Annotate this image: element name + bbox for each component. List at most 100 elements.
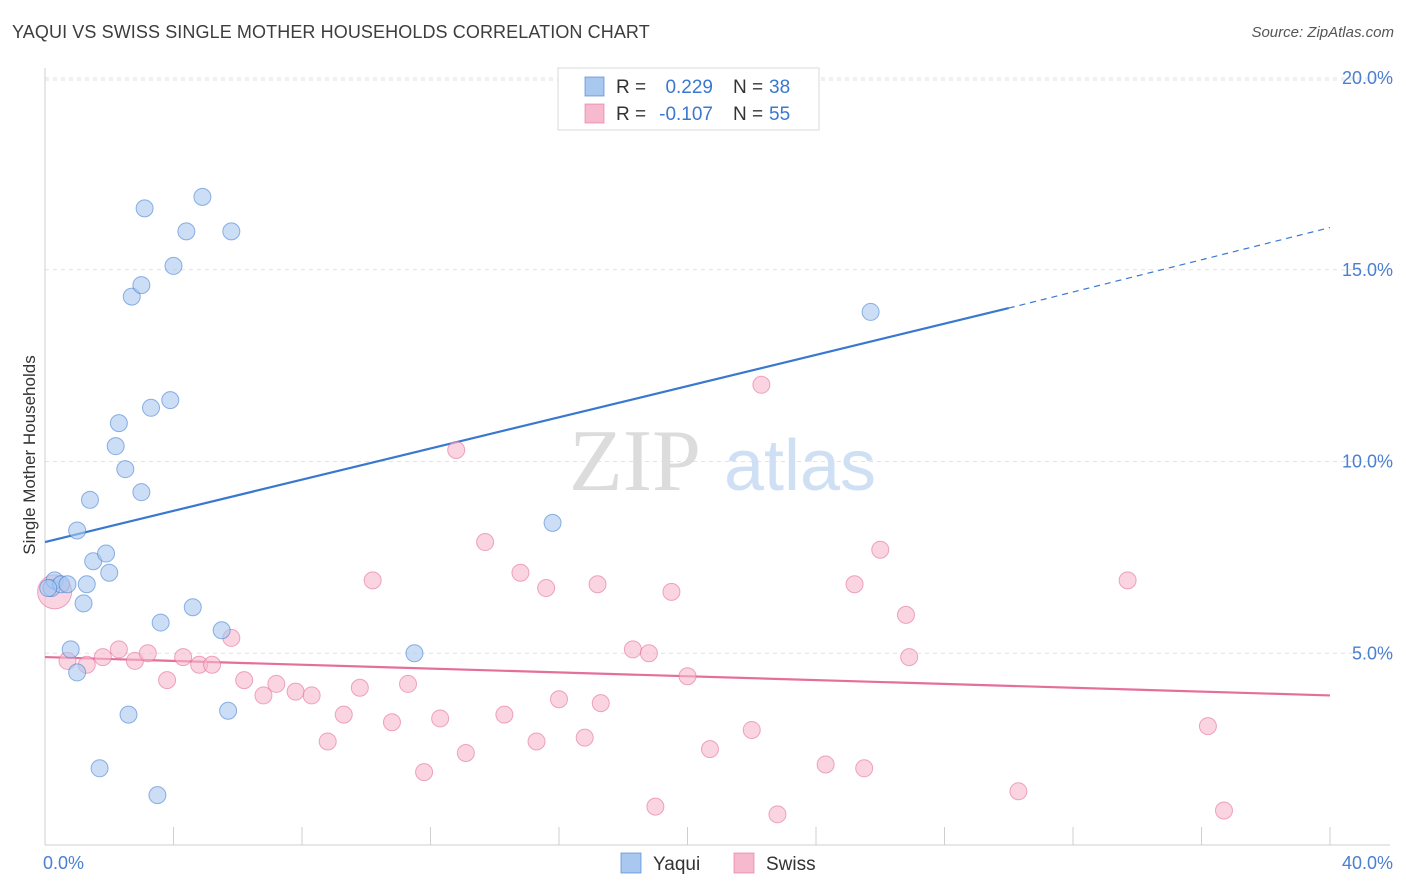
- swiss-point: [871, 540, 890, 559]
- legend-top: R = 0.229 N = 38 R = -0.107 N = 55: [557, 67, 820, 131]
- swiss-point: [318, 732, 337, 751]
- yaqui-point: [61, 640, 80, 659]
- swiss-point: [334, 705, 353, 724]
- watermark: ZIP atlas: [569, 413, 876, 510]
- bottom-legend-swatch: [620, 852, 642, 874]
- swiss-point: [678, 667, 697, 686]
- bottom-legend-swatch: [733, 852, 755, 874]
- swiss-point: [302, 686, 321, 705]
- swiss-point: [174, 648, 193, 667]
- yaqui-point: [58, 575, 77, 594]
- legend-r-label: R =: [616, 77, 646, 98]
- yaqui-point: [106, 437, 125, 456]
- swiss-point: [646, 797, 665, 816]
- legend-n-value: 38: [769, 77, 790, 98]
- swiss-point: [456, 743, 475, 762]
- yaqui-trend-line: [44, 307, 1010, 544]
- yaqui-point: [97, 544, 116, 563]
- bottom-legend-label: Swiss: [766, 854, 816, 875]
- y-tick-label: 10.0%: [1342, 452, 1393, 472]
- yaqui-point: [39, 579, 58, 598]
- swiss-point: [476, 533, 495, 552]
- y-tick-label: 20.0%: [1342, 68, 1393, 88]
- yaqui-trend-extension: [1008, 226, 1331, 309]
- legend-r-label: R =: [616, 104, 646, 125]
- swiss-point: [350, 678, 369, 697]
- yaqui-point: [132, 483, 151, 502]
- yaqui-point: [74, 594, 93, 613]
- x-tick-label-min: 0.0%: [43, 853, 84, 873]
- gridlines: [45, 77, 1390, 654]
- swiss-point: [623, 640, 642, 659]
- yaqui-point: [183, 598, 202, 617]
- swiss-point: [700, 740, 719, 759]
- yaqui-point: [222, 222, 241, 241]
- chart-title: YAQUI VS SWISS SINGLE MOTHER HOUSEHOLDS …: [12, 22, 650, 42]
- yaqui-point: [405, 644, 424, 663]
- data-points: [37, 187, 1233, 824]
- yaqui-point: [80, 490, 99, 509]
- swiss-point: [447, 440, 466, 459]
- swiss-point: [1118, 571, 1137, 590]
- swiss-point: [752, 375, 771, 394]
- swiss-point: [363, 571, 382, 590]
- swiss-point: [591, 694, 610, 713]
- swiss-point: [1198, 717, 1217, 736]
- swiss-point: [816, 755, 835, 774]
- legend-r-value: 0.229: [665, 77, 713, 98]
- swiss-point: [431, 709, 450, 728]
- swiss-point: [415, 763, 434, 782]
- swiss-point: [382, 713, 401, 732]
- swiss-point: [511, 563, 530, 582]
- legend-n-label: N =: [733, 77, 763, 98]
- swiss-point: [138, 644, 157, 663]
- swiss-point: [1214, 801, 1233, 820]
- swiss-point: [855, 759, 874, 778]
- swiss-point: [537, 579, 556, 598]
- swiss-point: [896, 605, 915, 624]
- legend-swatch: [584, 76, 605, 97]
- yaqui-point: [148, 786, 167, 805]
- chart-source: Source: ZipAtlas.com: [1251, 24, 1394, 41]
- swiss-point: [550, 690, 568, 709]
- y-axis-label: Single Mother Households: [20, 355, 39, 554]
- yaqui-point: [142, 398, 161, 417]
- swiss-point: [267, 674, 286, 693]
- legend-bottom: Yaqui Swiss: [620, 852, 816, 875]
- swiss-point: [1009, 782, 1028, 801]
- yaqui-point: [109, 414, 128, 433]
- legend-n-label: N =: [733, 104, 763, 125]
- swiss-point: [93, 648, 112, 667]
- x-tick-label-max: 40.0%: [1342, 853, 1393, 873]
- axes: [44, 68, 1390, 846]
- swiss-point: [158, 671, 177, 690]
- swiss-point: [742, 720, 761, 739]
- swiss-point: [575, 728, 594, 747]
- swiss-point: [254, 686, 273, 705]
- yaqui-point: [100, 563, 119, 582]
- yaqui-point: [132, 276, 151, 295]
- yaqui-point: [122, 287, 141, 306]
- bottom-legend-label: Yaqui: [653, 854, 700, 875]
- yaqui-point: [219, 701, 238, 720]
- swiss-point: [109, 640, 128, 659]
- swiss-point: [527, 732, 546, 751]
- swiss-point: [399, 674, 418, 693]
- yaqui-point: [177, 222, 196, 241]
- yaqui-point: [68, 521, 87, 540]
- swiss-point: [662, 582, 681, 601]
- legend-swatch: [584, 103, 605, 124]
- legend-n-value: 55: [769, 104, 790, 125]
- yaqui-point: [212, 621, 231, 640]
- watermark-zip: ZIP: [569, 413, 701, 510]
- yaqui-point: [151, 613, 170, 632]
- swiss-point: [286, 682, 305, 701]
- yaqui-point: [543, 513, 562, 532]
- swiss-point: [639, 644, 658, 663]
- y-tick-label: 15.0%: [1342, 260, 1393, 280]
- swiss-point: [203, 655, 222, 674]
- swiss-point: [845, 575, 864, 594]
- yaqui-point: [90, 759, 109, 778]
- swiss-point: [900, 648, 919, 667]
